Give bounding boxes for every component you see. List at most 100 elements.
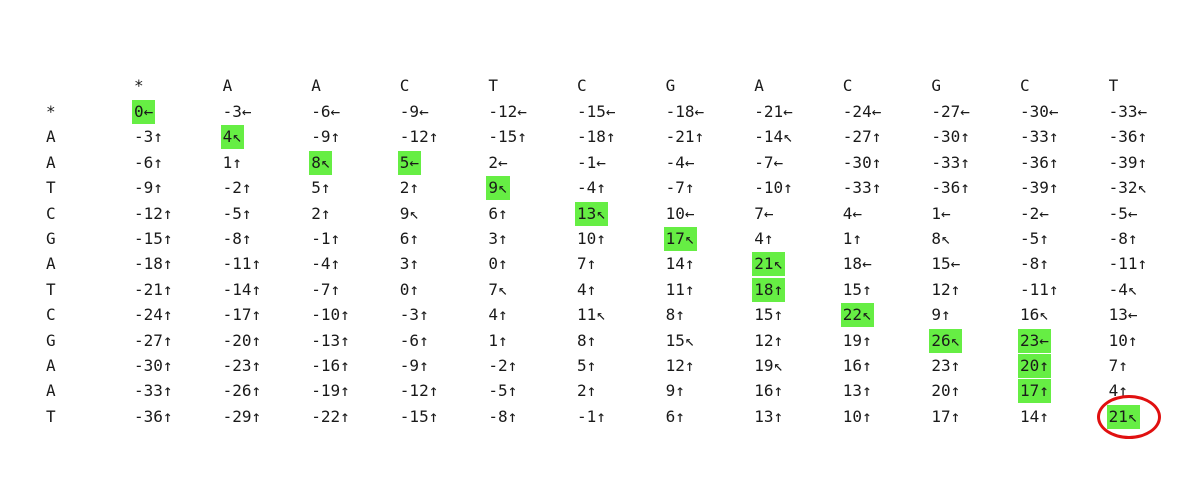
row-header: * — [46, 102, 56, 121]
matrix-cell: 5↑ — [311, 178, 331, 198]
matrix-cell: 11↑ — [665, 279, 695, 299]
matrix-cell: -8↑ — [1108, 229, 1138, 248]
matrix-cell: 6↑ — [399, 229, 420, 248]
traceback-cell: 22↖ — [840, 303, 874, 328]
column-header: C — [577, 76, 587, 95]
column-header: G — [665, 76, 676, 95]
matrix-cell: 8↖ — [931, 229, 951, 248]
matrix-cell: -8↑ — [488, 406, 518, 426]
matrix-cell: 1← — [931, 203, 951, 223]
traceback-cell: 18↑ — [752, 277, 786, 302]
matrix-cell: -20↑ — [222, 330, 262, 350]
matrix-cell: 10↑ — [842, 406, 872, 426]
matrix-cell: 2↑ — [577, 381, 597, 401]
column-header: T — [488, 76, 499, 95]
matrix-cell: -36↑ — [931, 178, 970, 198]
matrix-cell: 1↑ — [488, 330, 508, 350]
matrix-cell: 8↑ — [665, 305, 685, 325]
matrix-cell: -18↑ — [134, 254, 173, 274]
column-header: C — [1020, 76, 1030, 95]
matrix-cell: 1↑ — [842, 229, 863, 248]
row-header: A — [46, 381, 56, 401]
row-header: A — [46, 254, 56, 274]
row-header: T — [46, 279, 56, 299]
matrix-cell: -8↑ — [222, 229, 252, 248]
matrix-cell: -1← — [577, 152, 606, 172]
matrix-cell: 4↑ — [1108, 381, 1128, 401]
column-header: * — [134, 76, 144, 95]
column-header: A — [311, 76, 321, 95]
matrix-cell: -12↑ — [399, 381, 439, 401]
matrix-cell: -1↑ — [311, 229, 341, 248]
traceback-cell: 17↖ — [663, 227, 697, 251]
matrix-cell: -27← — [931, 102, 970, 121]
matrix-cell: 6↑ — [488, 203, 508, 223]
matrix-cell: -2← — [1020, 203, 1049, 223]
matrix-cell: 15← — [931, 254, 961, 274]
matrix-cell: 14↑ — [1020, 406, 1049, 426]
column-header: C — [842, 76, 853, 95]
row-header: A — [46, 356, 56, 375]
matrix-cell: -13↑ — [311, 330, 350, 350]
matrix-cell: -9↑ — [399, 356, 429, 375]
traceback-cell: 8↖ — [309, 150, 333, 175]
matrix-cell: -16↑ — [311, 356, 350, 375]
matrix-cell: -30↑ — [931, 127, 970, 147]
matrix-cell: -39↑ — [1020, 178, 1059, 198]
matrix-cell: -33↑ — [842, 178, 882, 198]
matrix-cell: -9↑ — [311, 127, 341, 147]
matrix-cell: 13↑ — [754, 406, 784, 426]
row-header: A — [46, 127, 56, 147]
matrix-cell: 9↑ — [931, 305, 951, 325]
matrix-cell: -7← — [754, 152, 784, 172]
matrix-cell: 20↑ — [931, 381, 961, 401]
matrix-cell: -5↑ — [1020, 229, 1049, 248]
matrix-cell: -24← — [842, 102, 882, 121]
matrix-cell: -9↑ — [134, 178, 163, 198]
matrix-cell: -33← — [1108, 102, 1148, 121]
matrix-cell: 19↖ — [754, 356, 784, 375]
matrix-cell: 18← — [842, 254, 872, 274]
matrix-cell: -15↑ — [399, 406, 439, 426]
matrix-cell: -5↑ — [488, 381, 518, 401]
matrix-cell: -4↖ — [1108, 279, 1138, 299]
column-header: T — [1108, 76, 1119, 95]
matrix-cell: -4↑ — [577, 178, 606, 198]
matrix-cell: 0↑ — [399, 279, 420, 299]
row-header: C — [46, 305, 56, 325]
matrix-cell: -30↑ — [134, 356, 173, 375]
traceback-cell: 13↖ — [575, 201, 608, 226]
matrix-cell: -7↑ — [311, 279, 341, 299]
matrix-cell: -15← — [577, 102, 616, 121]
matrix-cell: 7← — [754, 203, 774, 223]
matrix-cell: -4↑ — [311, 254, 341, 274]
matrix-cell: 6↑ — [665, 406, 685, 426]
matrix-cell: -33↑ — [931, 152, 970, 172]
matrix-cell: -7↑ — [665, 178, 695, 198]
matrix-cell: 1↑ — [222, 152, 242, 172]
traceback-cell: 0← — [132, 100, 156, 124]
traceback-cell: 23← — [1018, 328, 1051, 353]
matrix-cell: -29↑ — [222, 406, 262, 426]
matrix-cell: 16↖ — [1020, 305, 1049, 325]
matrix-cell: -30↑ — [842, 152, 882, 172]
matrix-cell: -33↑ — [134, 381, 173, 401]
matrix-cell: 10← — [665, 203, 695, 223]
matrix-cell: -36↑ — [134, 406, 173, 426]
matrix-cell: -36↑ — [1108, 127, 1148, 147]
matrix-cell: 23↑ — [931, 356, 961, 375]
matrix-cell: -14↑ — [222, 279, 262, 299]
matrix-cell: 7↑ — [577, 254, 597, 274]
traceback-cell: 4↖ — [220, 125, 244, 150]
matrix-cell: 2↑ — [311, 203, 331, 223]
matrix-cell: 4← — [842, 203, 863, 223]
matrix-cell: 8↑ — [577, 330, 597, 350]
column-header: G — [931, 76, 942, 95]
matrix-cell: -22↑ — [311, 406, 350, 426]
traceback-cell: 21↖ — [1106, 404, 1140, 429]
matrix-cell: 16↑ — [842, 356, 872, 375]
matrix-cell: 16↑ — [754, 381, 784, 401]
matrix-cell: 12↑ — [931, 279, 961, 299]
traceback-cell: 17↑ — [1018, 379, 1051, 404]
